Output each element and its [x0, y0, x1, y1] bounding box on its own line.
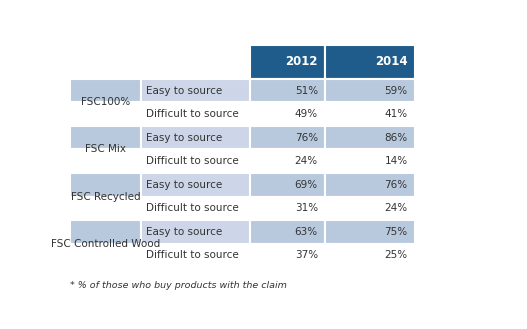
Bar [70, 126, 141, 149]
Text: 76%: 76% [385, 180, 408, 190]
Bar [141, 196, 250, 220]
Text: 41%: 41% [385, 109, 408, 119]
Bar [250, 173, 325, 196]
Text: 24%: 24% [295, 156, 318, 166]
Text: 75%: 75% [385, 227, 408, 237]
Bar [70, 149, 141, 173]
Bar [141, 149, 250, 173]
Text: 86%: 86% [385, 133, 408, 143]
Text: FSC Recycled: FSC Recycled [71, 191, 141, 202]
Text: FSC100%: FSC100% [81, 97, 130, 107]
Text: FSC Mix: FSC Mix [85, 144, 126, 154]
Text: 63%: 63% [295, 227, 318, 237]
Text: Difficult to source: Difficult to source [147, 109, 239, 119]
Bar [250, 44, 325, 79]
Bar [250, 244, 325, 267]
Text: 2014: 2014 [375, 55, 408, 68]
Text: 25%: 25% [385, 250, 408, 261]
Bar [250, 149, 325, 173]
Bar [250, 220, 325, 244]
Bar [250, 79, 325, 102]
Text: Easy to source: Easy to source [147, 227, 222, 237]
Text: Easy to source: Easy to source [147, 133, 222, 143]
Text: FSC Controlled Wood: FSC Controlled Wood [51, 239, 160, 249]
Text: 59%: 59% [385, 86, 408, 95]
Text: * % of those who buy products with the claim: * % of those who buy products with the c… [70, 281, 287, 290]
Bar [70, 173, 141, 196]
Bar [70, 220, 141, 244]
Bar [141, 79, 250, 102]
Bar [141, 244, 250, 267]
Bar [250, 102, 325, 126]
Bar [70, 244, 141, 267]
Bar [250, 126, 325, 149]
Bar [325, 173, 415, 196]
Bar [70, 79, 141, 102]
Bar [325, 244, 415, 267]
Text: 69%: 69% [295, 180, 318, 190]
Text: 31%: 31% [295, 203, 318, 213]
Bar [70, 44, 250, 79]
Bar [325, 102, 415, 126]
Text: 24%: 24% [385, 203, 408, 213]
Text: 37%: 37% [295, 250, 318, 261]
Bar [325, 196, 415, 220]
Text: Difficult to source: Difficult to source [147, 203, 239, 213]
Bar [70, 196, 141, 220]
Bar [325, 44, 415, 79]
Bar [70, 102, 141, 126]
Text: 51%: 51% [295, 86, 318, 95]
Bar [325, 79, 415, 102]
Bar [141, 173, 250, 196]
Bar [325, 126, 415, 149]
Text: 49%: 49% [295, 109, 318, 119]
Bar [141, 102, 250, 126]
Text: 2012: 2012 [286, 55, 318, 68]
Text: Difficult to source: Difficult to source [147, 156, 239, 166]
Bar [325, 220, 415, 244]
Bar [250, 196, 325, 220]
Text: Easy to source: Easy to source [147, 86, 222, 95]
Text: 14%: 14% [385, 156, 408, 166]
Text: Easy to source: Easy to source [147, 180, 222, 190]
Bar [325, 149, 415, 173]
Text: Difficult to source: Difficult to source [147, 250, 239, 261]
Bar [141, 126, 250, 149]
Text: 76%: 76% [295, 133, 318, 143]
Bar [141, 220, 250, 244]
